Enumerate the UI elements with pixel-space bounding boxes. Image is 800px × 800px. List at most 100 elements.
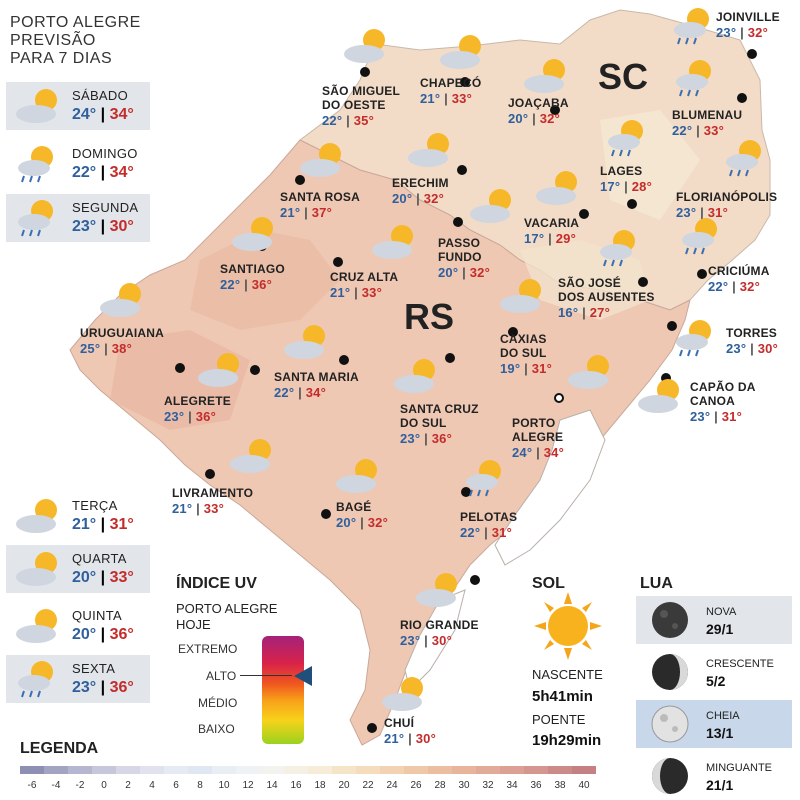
city-temps: 23° | 31°: [676, 206, 777, 220]
legend-swatch: [164, 766, 188, 774]
city-marker-dot: [747, 49, 757, 59]
legend-swatch: [476, 766, 500, 774]
city-name-line: SÃO JOSÉ: [558, 276, 621, 290]
uv-level-alto: ALTO: [206, 669, 237, 683]
city-temps: 21° | 33°: [420, 92, 481, 106]
waxing-moon-icon: [652, 654, 688, 690]
legend-tick-label: 0: [101, 780, 107, 791]
city-temps: 20° | 32°: [508, 112, 569, 126]
partly-cloudy-icon: [416, 573, 457, 607]
forecast-max: 30°: [109, 218, 134, 235]
legend-tick-label: 32: [482, 780, 494, 791]
city-marker-dot: [460, 77, 470, 87]
city-marker-dot: [367, 723, 377, 733]
temp-separator: |: [184, 409, 196, 424]
partly-cloudy-icon: [524, 59, 565, 93]
partly-cloudy-icon: [470, 189, 511, 223]
legend-tick-label: 8: [197, 780, 203, 791]
temp-separator: |: [620, 179, 632, 194]
city-temps: 22° | 32°: [708, 280, 770, 294]
city-temps: 17° | 28°: [600, 180, 652, 194]
city-label-capao-da-canoa: CAPÃO DA CANOA 23° | 31°: [690, 380, 756, 424]
city-name-line: CAPÃO DA: [690, 380, 756, 394]
sun-cloud-rain-icon: [676, 60, 711, 97]
temp-separator: |: [412, 191, 424, 206]
city-label-erechim: ERECHIM 20° | 32°: [392, 176, 449, 206]
city-temps: 23° | 36°: [400, 432, 479, 446]
partly-cloudy-icon: [568, 355, 609, 389]
city-label-pelotas: PELOTAS 22° | 31°: [460, 510, 517, 540]
city-name-line: CANOA: [690, 394, 735, 408]
city-label-joacaba: JOAÇABA 20° | 32°: [508, 96, 569, 126]
city-temps: 21° | 33°: [172, 502, 253, 516]
city-marker-dot: [638, 277, 648, 287]
city-name-line: FLORIANÓPOLIS: [676, 190, 778, 204]
temp-separator: |: [578, 305, 590, 320]
legend-tick-label: 14: [266, 780, 278, 791]
city-min: 22°: [672, 123, 693, 138]
city-max: 33°: [203, 501, 224, 516]
city-max: 37°: [311, 205, 332, 220]
city-label-florianopolis: FLORIANÓPOLIS 23° | 31°: [676, 190, 777, 220]
city-marker-dot: [579, 209, 589, 219]
forecast-day-label: QUARTA: [72, 551, 127, 566]
uv-scale-bar: [262, 636, 304, 744]
legend-tick-label: 16: [290, 780, 302, 791]
city-min: 24°: [512, 445, 533, 460]
city-temps: 21° | 33°: [330, 286, 398, 300]
legend-tick-label: 20: [338, 780, 350, 791]
city-marker-dot: [661, 373, 671, 383]
city-marker-dot: [550, 105, 560, 115]
city-min: 17°: [600, 179, 621, 194]
temp-separator: |: [480, 525, 492, 540]
city-max: 32°: [739, 279, 760, 294]
legend-tick-label: 2: [125, 780, 131, 791]
forecast-max: 34°: [109, 164, 134, 181]
legend-tick-label: 36: [530, 780, 542, 791]
sunset-time: 19h29min: [532, 732, 602, 749]
city-min: 23°: [726, 341, 747, 356]
temp-separator: |: [710, 409, 722, 424]
forecast-min: 20°: [72, 626, 97, 643]
forecast-max: 31°: [109, 516, 134, 533]
temp-separator: |: [746, 341, 758, 356]
sun-cloud-rain-icon: [676, 320, 711, 357]
legend-swatch: [116, 766, 140, 774]
lagoa-dos-patos: [494, 409, 606, 566]
state-label-rs: RS: [404, 296, 455, 337]
uv-pointer-line: [240, 675, 292, 676]
forecast-temps: 23° | 30°: [72, 218, 134, 235]
city-label-santa-maria: SANTA MARIA 22° | 34°: [274, 370, 359, 400]
city-max: 36°: [431, 431, 452, 446]
city-min: 23°: [690, 409, 711, 424]
legend-swatch: [140, 766, 164, 774]
city-label-caxias-do-sul: CAXIAS DO SUL 19° | 31°: [500, 332, 552, 376]
city-name-line: SANTA CRUZ: [400, 402, 479, 416]
city-name-line: DO OESTE: [322, 98, 386, 112]
city-max: 32°: [747, 25, 768, 40]
forecast-min: 24°: [72, 106, 97, 123]
forecast-day-domingo: DOMINGO 22° | 34°: [6, 140, 150, 188]
city-marker-dot: [470, 575, 480, 585]
city-label-torres: TORRES 23° | 30°: [726, 326, 778, 356]
legend-swatch: [284, 766, 308, 774]
full-moon-icon: [651, 705, 689, 743]
sunrise-time: 5h41min: [532, 688, 593, 705]
city-label-porto-alegre: PORTO ALEGRE 24° | 34°: [512, 416, 564, 460]
city-marker-dot: [453, 217, 463, 227]
city-name-line: SANTIAGO: [220, 262, 285, 276]
city-marker-dot: [360, 67, 370, 77]
city-min: 16°: [558, 305, 579, 320]
city-temps: 22° | 31°: [460, 526, 517, 540]
city-marker-dot: [457, 165, 467, 175]
legend-swatch: [236, 766, 260, 774]
legend-swatch: [308, 766, 332, 774]
city-marker-dot: [205, 469, 215, 479]
city-min: 23°: [400, 431, 421, 446]
legend-swatch: [92, 766, 116, 774]
city-label-joinville: JOINVILLE 23° | 32°: [716, 10, 780, 40]
city-temps: 17° | 29°: [524, 232, 579, 246]
city-marker-dot: [250, 365, 260, 375]
city-max: 30°: [757, 341, 778, 356]
city-max: 36°: [195, 409, 216, 424]
